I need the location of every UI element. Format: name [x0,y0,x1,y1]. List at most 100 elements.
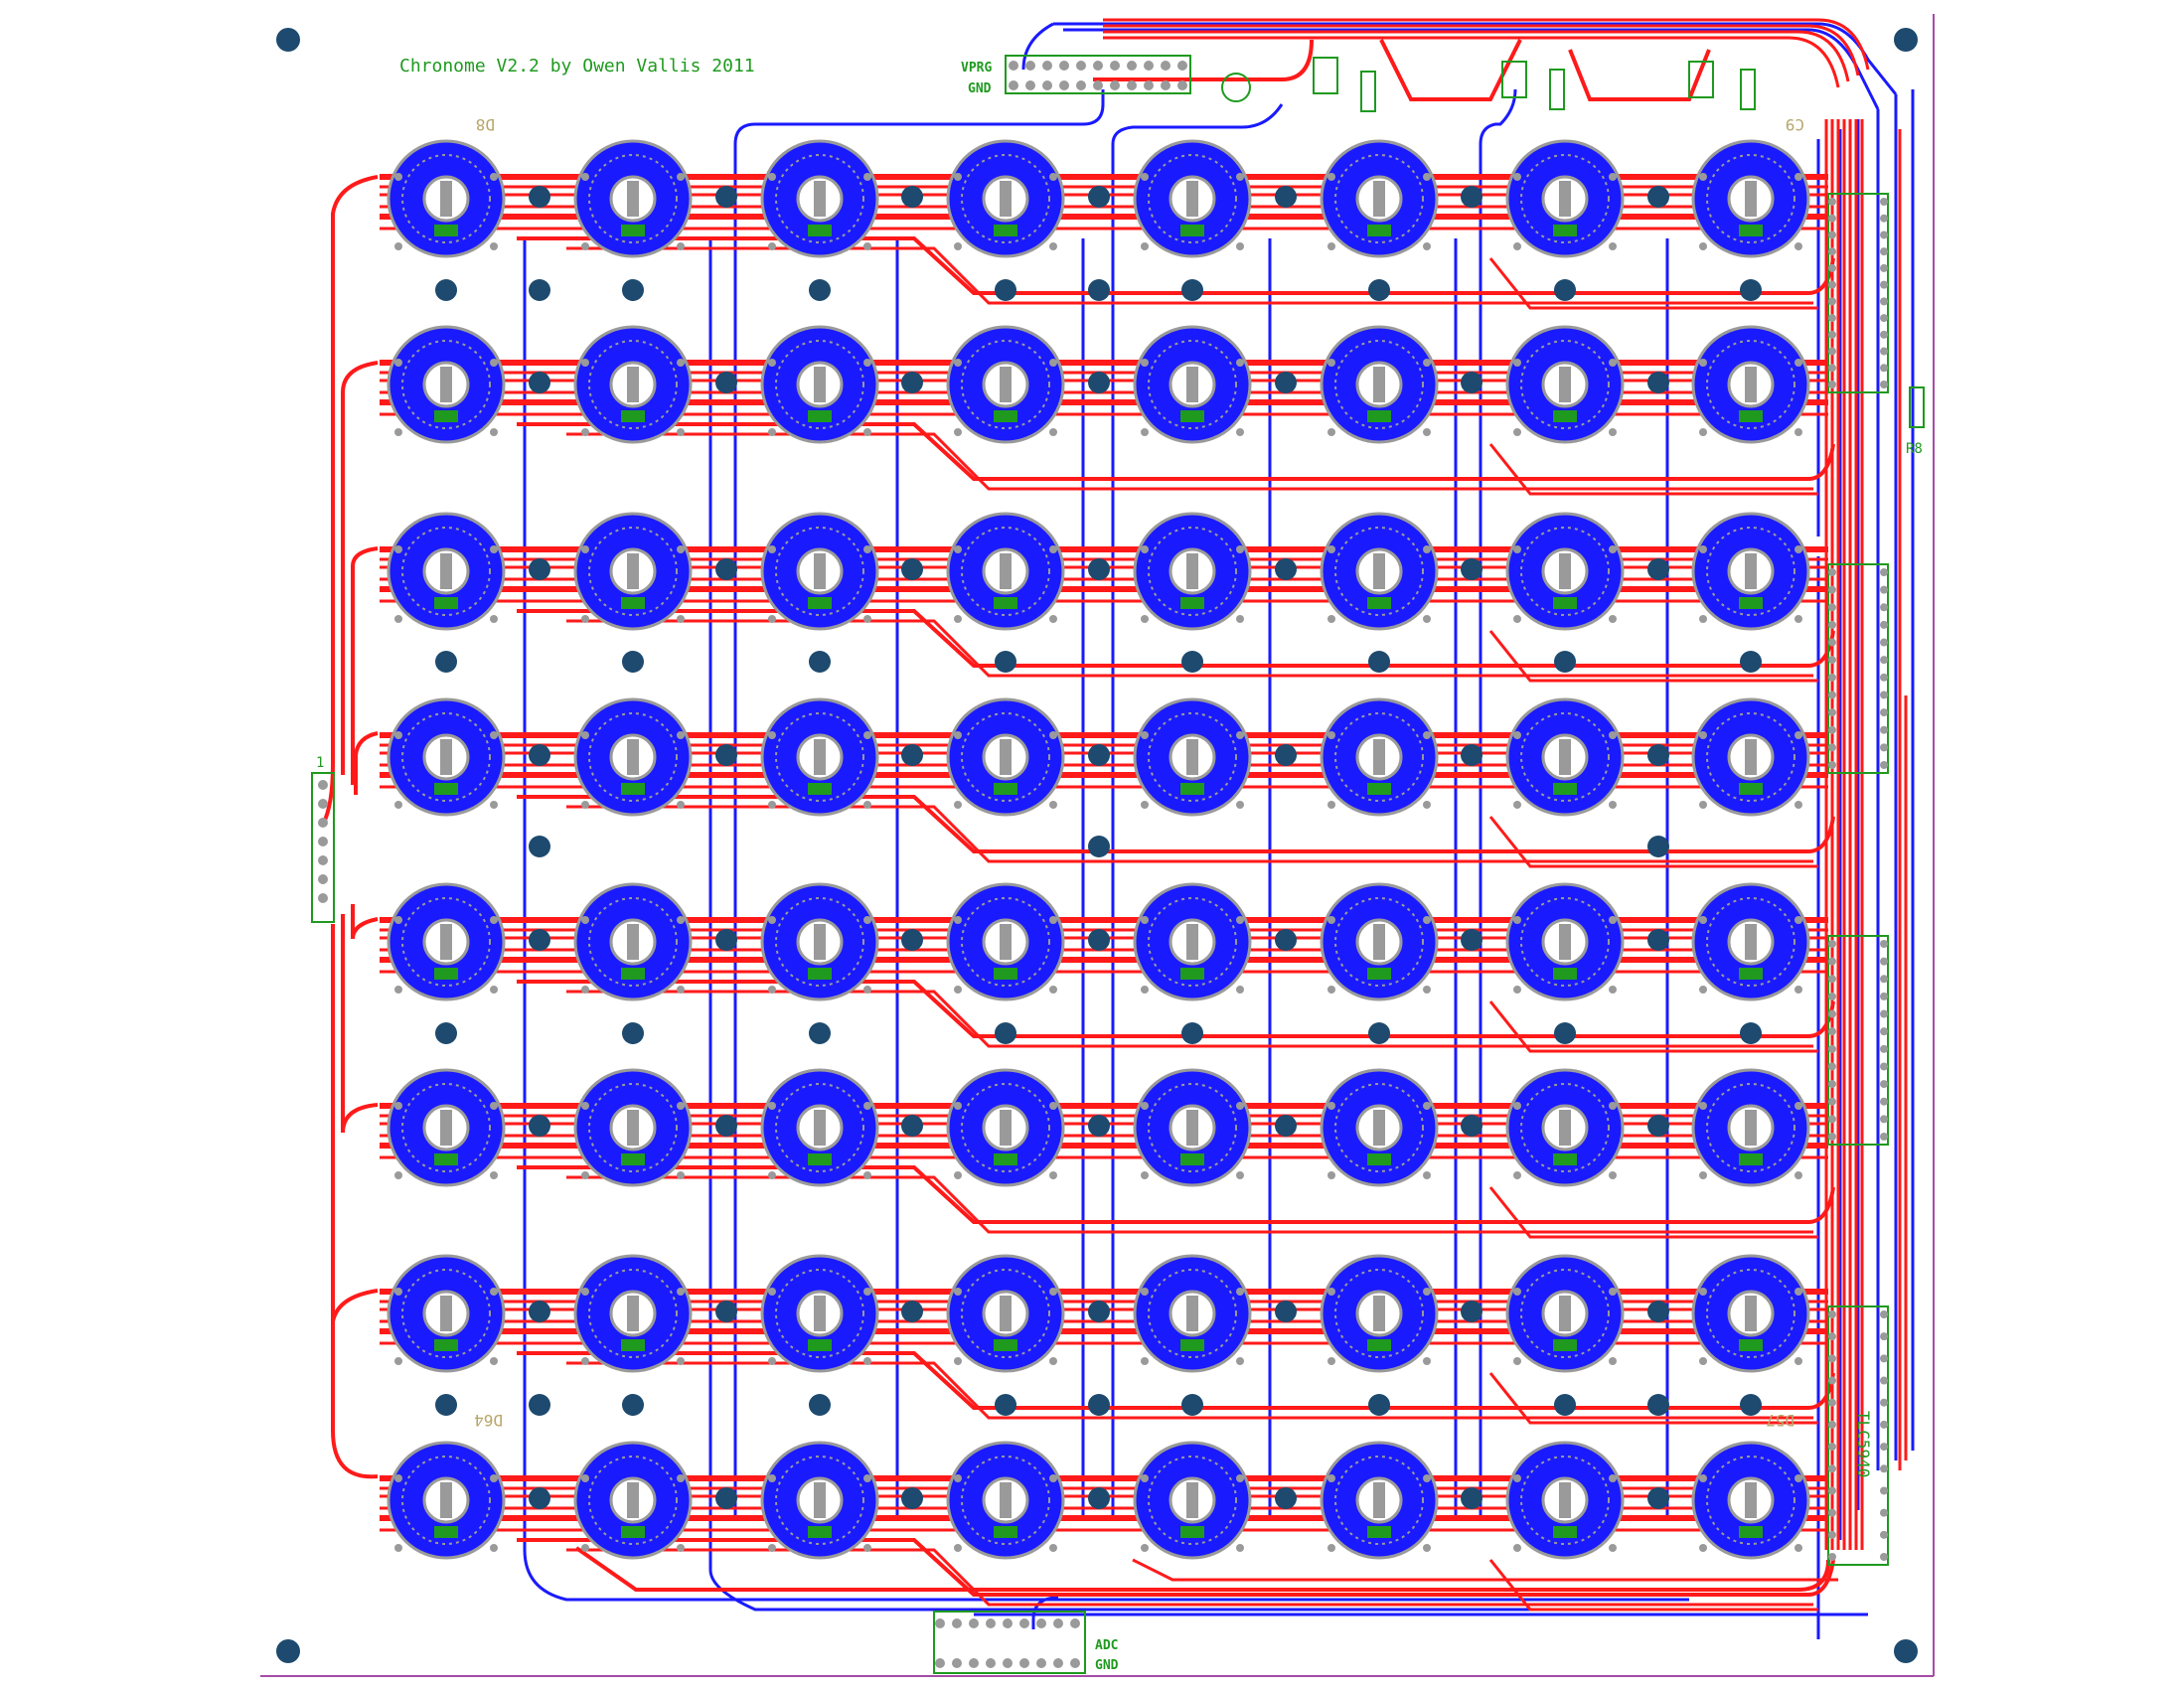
header-pin [318,874,328,884]
via [581,1102,589,1110]
spacer-hole [1088,279,1110,301]
ic-pin [1880,1508,1888,1517]
spacer-hole [435,651,457,673]
via [1513,1171,1521,1179]
button-footprint [573,325,693,444]
via [1609,1171,1617,1179]
via [768,173,776,181]
bottom-trace [574,1546,1830,1592]
header-pin [969,1618,979,1628]
via [394,173,402,181]
button-footprint [760,882,879,1001]
via [1141,428,1149,436]
via [1423,428,1431,436]
header-pin [1177,61,1187,71]
pad-comb [1520,340,1610,429]
via [1049,1288,1057,1296]
row-jog [566,619,1813,678]
ic-pin [1828,1009,1836,1018]
via [677,1357,685,1365]
via [1327,359,1335,367]
pad-comb [961,340,1050,429]
spacer-hole [1088,558,1110,580]
via [581,173,589,181]
pad-comb [775,527,864,616]
led-pads [1745,1296,1757,1331]
led-pads [440,367,452,402]
button-footprint [387,512,506,631]
spacer-hole [1647,929,1669,951]
spacer-hole [1740,651,1762,673]
spacer-hole [1181,279,1203,301]
led-pads [440,1110,452,1146]
via [1141,242,1149,250]
spacer-hole [1088,744,1110,766]
spacer-hole [1554,651,1576,673]
via [1423,1474,1431,1482]
ic-pin [1828,603,1836,612]
gnd-label-top: GND [968,81,992,96]
ic-pin [1880,1354,1888,1363]
via [1049,1474,1057,1482]
led-pads [1186,924,1198,960]
via [1609,173,1617,181]
led-marker [1180,597,1204,609]
button-footprint [1133,882,1252,1001]
header-pin [969,1658,979,1668]
header-pin [318,799,328,809]
via [1513,986,1521,994]
led-marker [1180,1153,1204,1165]
ic-pin [1828,198,1836,206]
header-pin [1076,80,1086,90]
spacer-hole [809,1394,831,1416]
via [581,359,589,367]
header-pin [1019,1658,1029,1668]
ic-pin [1880,1443,1888,1452]
button-footprint [760,1441,879,1560]
via [954,1171,962,1179]
led-marker [1180,1526,1204,1538]
spacer-hole [1088,1394,1110,1416]
ic-pin [1828,1530,1836,1539]
via [1794,615,1802,623]
spacer-hole [1181,651,1203,673]
via [490,1171,498,1179]
via [1049,428,1057,436]
button-footprint [1505,1254,1625,1373]
via [1794,1474,1802,1482]
led-marker [1739,783,1763,795]
header-pin [935,1618,945,1628]
spacer-hole [1275,558,1297,580]
button-footprint [1691,882,1810,1001]
button-footprint [946,1441,1065,1560]
spacer-hole [715,558,737,580]
bottom-layer-traces [523,22,1915,1639]
led-marker [1739,597,1763,609]
ic-pin [1880,691,1888,699]
via [490,1474,498,1482]
pad-comb [1706,897,1795,987]
led-pads [814,181,826,217]
led-marker [1739,968,1763,980]
via [1423,242,1431,250]
header-pin [1025,61,1035,71]
ic-pin [1880,347,1888,356]
via [677,359,685,367]
via [863,242,871,250]
via [1609,801,1617,809]
pad-comb [1334,1083,1424,1172]
ic-pin [1828,743,1836,752]
socket-outline [1827,935,1889,1146]
tlc5940-socket [1827,1305,1889,1566]
ic-pin [1880,263,1888,272]
via [1327,545,1335,553]
ic-pin [1880,230,1888,239]
via [1236,1474,1244,1482]
ic-pin [1828,1062,1836,1071]
via [1327,428,1335,436]
header-pin [318,818,328,828]
via [581,242,589,250]
via [1141,1171,1149,1179]
via [1236,1544,1244,1552]
pad-comb [588,1269,678,1358]
